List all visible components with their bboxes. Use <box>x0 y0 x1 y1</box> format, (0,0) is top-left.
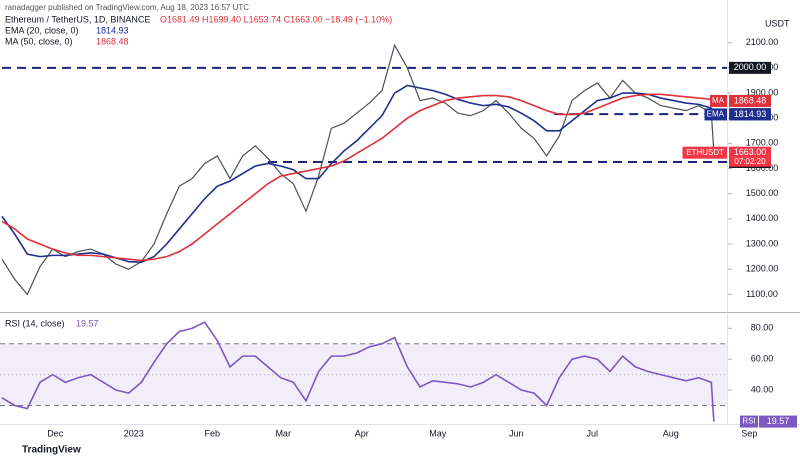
price-tag-name-box <box>682 146 727 159</box>
x-tick-label: Sep <box>741 428 757 438</box>
x-tick-label: Jun <box>509 428 524 438</box>
y-tick-label: 1200.00 <box>746 264 779 274</box>
x-tick-label: Jul <box>587 428 599 438</box>
price-tag-name-box <box>704 108 727 121</box>
ema-legend: EMA (20, close, 0) <box>5 25 79 35</box>
tag-value: 19.57 <box>767 416 790 426</box>
y-tick-label: 2100.00 <box>746 37 779 47</box>
y-tick-label: 1100.00 <box>746 289 778 299</box>
price-tag-name-box <box>710 94 727 107</box>
rsi-legend-value: 19.57 <box>76 318 99 328</box>
x-tick-label: Feb <box>205 428 221 438</box>
price-tag-box <box>729 94 771 107</box>
price-tag-name: EMA <box>707 110 725 119</box>
price-tag-box <box>729 146 771 167</box>
series-line <box>1 321 715 422</box>
symbol-title: Ethereum / TetherUS, 1D, BINANCE <box>5 14 150 24</box>
y-tick-label: 1400.00 <box>746 213 779 223</box>
ma-legend-value: 1868.48 <box>96 36 129 46</box>
y-tick-label: 80.00 <box>751 323 774 333</box>
price-tag-label: 1868.48 <box>734 95 767 105</box>
series-line <box>1 84 715 263</box>
y-tick-label: 60.00 <box>751 354 774 364</box>
price-tag-label: 1814.93 <box>734 109 767 119</box>
level-tag <box>729 61 771 74</box>
x-tick-label: Aug <box>663 428 679 438</box>
y-tick-label: 40.00 <box>751 384 774 394</box>
series-line <box>1 43 715 296</box>
tag-name-box <box>740 415 758 428</box>
x-tick-label: Dec <box>47 428 64 438</box>
level-tag-label: 2000.00 <box>734 62 767 72</box>
y-tick-label: 1300.00 <box>746 238 779 248</box>
x-tick-label: Mar <box>275 428 291 438</box>
price-tag-countdown: 07:02:20 <box>734 157 766 166</box>
tag-box <box>759 415 797 428</box>
price-tag-label: 1663.00 <box>734 147 767 157</box>
axis-unit: USDT <box>765 18 790 28</box>
x-tick-label: Apr <box>355 428 369 438</box>
ema-legend-value: 1814.93 <box>96 25 129 35</box>
rsi-band <box>0 343 727 406</box>
y-tick-label: 1500.00 <box>746 188 779 198</box>
footer-logo: TradingView <box>22 445 81 456</box>
y-tick-label: 1900.00 <box>746 87 779 97</box>
x-tick-label: May <box>429 428 447 438</box>
x-tick-label: 2023 <box>124 428 144 438</box>
publisher: ranadagger published on TradingView.com,… <box>5 3 249 12</box>
ohlc: O1681.49 H1699.40 L1653.74 C1663.00 −18.… <box>160 14 392 24</box>
y-tick-label: 1700.00 <box>746 138 779 148</box>
series-line <box>1 93 715 262</box>
price-tag-box <box>729 108 771 121</box>
tag-name: RSI <box>742 417 755 426</box>
price-tag-name: ETHUSDT <box>686 148 724 157</box>
rsi-legend: RSI (14, close) <box>5 318 65 328</box>
ma-legend: MA (50, close, 0) <box>5 36 73 46</box>
price-tag-name: MA <box>712 96 725 105</box>
